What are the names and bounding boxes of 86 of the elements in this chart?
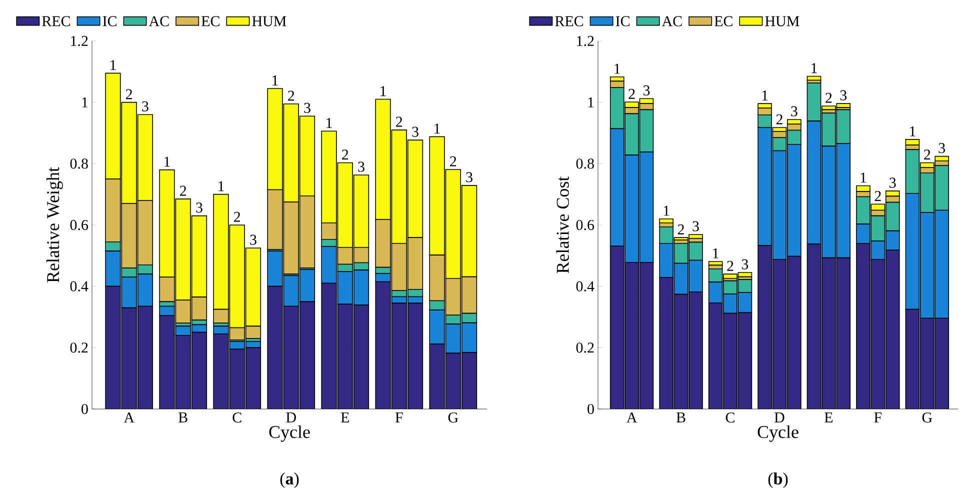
- y-tick-label: 1.2: [577, 36, 594, 46]
- x-tick-label: B: [178, 412, 188, 422]
- annotation: 2: [727, 260, 734, 271]
- annotation: 2: [288, 90, 294, 101]
- x-tick-label: B: [676, 412, 686, 422]
- annotation: 1: [812, 63, 817, 74]
- annotation: 1: [860, 172, 866, 183]
- x-tick-label: G: [448, 412, 458, 423]
- y-tick-label: 0.8: [576, 158, 594, 169]
- text: (a): [280, 472, 299, 488]
- x-axis-title: Cycle: [269, 425, 310, 442]
- annotation: 3: [938, 143, 946, 154]
- x-tick-label: C: [726, 412, 734, 423]
- annotation: 2: [450, 156, 456, 166]
- x-tick-label: E: [340, 412, 349, 422]
- x-tick-label: F: [395, 412, 403, 422]
- x-tick-label: D: [286, 412, 296, 422]
- annotation: 3: [142, 101, 148, 112]
- text: (b): [768, 472, 788, 488]
- annotation: 2: [234, 212, 240, 222]
- x-tick-label: E: [824, 412, 833, 422]
- annotation: 2: [826, 92, 832, 103]
- annotation: 1: [762, 90, 768, 100]
- x-tick-label: F: [874, 412, 882, 422]
- annotation: 3: [840, 90, 847, 100]
- annotation: 2: [776, 114, 782, 124]
- y-tick-label: 0.6: [576, 220, 594, 230]
- annotation: 3: [643, 85, 650, 96]
- annotation: 1: [910, 126, 916, 136]
- annotation: 3: [466, 172, 472, 182]
- legend-label: EC: [714, 16, 732, 26]
- annotation: 1: [713, 248, 718, 258]
- annotation: 2: [180, 186, 186, 196]
- annotation: 3: [890, 178, 896, 188]
- legend-label: HUM: [252, 16, 286, 26]
- y-tick-label: 1: [82, 97, 88, 108]
- annotation: 3: [742, 259, 748, 270]
- legend-label: HUM: [765, 16, 800, 26]
- annotation: 2: [628, 88, 635, 99]
- annotation: 1: [614, 64, 620, 74]
- annotation: 1: [664, 206, 670, 216]
- annotation: 2: [342, 150, 348, 160]
- annotation: 3: [250, 234, 256, 245]
- y-tick-label: 1.2: [71, 36, 88, 46]
- annotation: 1: [380, 86, 386, 96]
- legend-label: AC: [148, 16, 169, 26]
- y-axis-title: Relative Cost: [556, 176, 569, 274]
- y-tick-label: 0: [588, 404, 594, 414]
- legend-label: REC: [555, 16, 584, 26]
- annotation: 2: [874, 191, 881, 201]
- annotation: 2: [924, 150, 930, 160]
- y-tick-label: 0: [82, 404, 88, 414]
- y-tick-label: 1: [588, 97, 594, 108]
- legend-label: EC: [201, 16, 220, 26]
- annotation: 1: [272, 75, 278, 86]
- x-tick-label: D: [774, 412, 784, 422]
- annotation: 3: [791, 106, 798, 116]
- annotation: 2: [126, 89, 132, 100]
- annotation: 1: [434, 124, 440, 134]
- x-tick-label: G: [922, 412, 932, 423]
- annotation: 1: [326, 118, 332, 128]
- annotation: 1: [164, 156, 170, 167]
- y-tick-label: 0.4: [576, 281, 594, 292]
- y-tick-label: 0.2: [576, 342, 594, 353]
- annotation: 1: [110, 60, 116, 70]
- annotation: 3: [412, 126, 418, 137]
- y-tick-label: 0.6: [70, 220, 88, 230]
- legend-label: REC: [42, 16, 70, 26]
- legend-label: IC: [102, 16, 116, 26]
- annotation: 1: [218, 181, 224, 192]
- y-tick-label: 0.4: [70, 281, 88, 292]
- legend-label: AC: [662, 16, 682, 26]
- legend-label: IC: [616, 16, 630, 26]
- annotation: 3: [304, 102, 310, 113]
- annotation: 3: [196, 202, 202, 213]
- x-axis-title: Cycle: [758, 425, 798, 442]
- annotation: 2: [396, 116, 402, 127]
- x-tick-label: A: [124, 412, 134, 422]
- annotation: 3: [358, 162, 364, 172]
- x-tick-label: A: [626, 412, 638, 422]
- y-axis-title: Relative Weight: [46, 167, 63, 282]
- annotation: 3: [692, 221, 699, 232]
- y-tick-label: 0.2: [70, 342, 88, 353]
- y-tick-label: 0.8: [70, 158, 88, 169]
- x-tick-label: C: [232, 412, 242, 423]
- annotation: 2: [678, 224, 684, 234]
